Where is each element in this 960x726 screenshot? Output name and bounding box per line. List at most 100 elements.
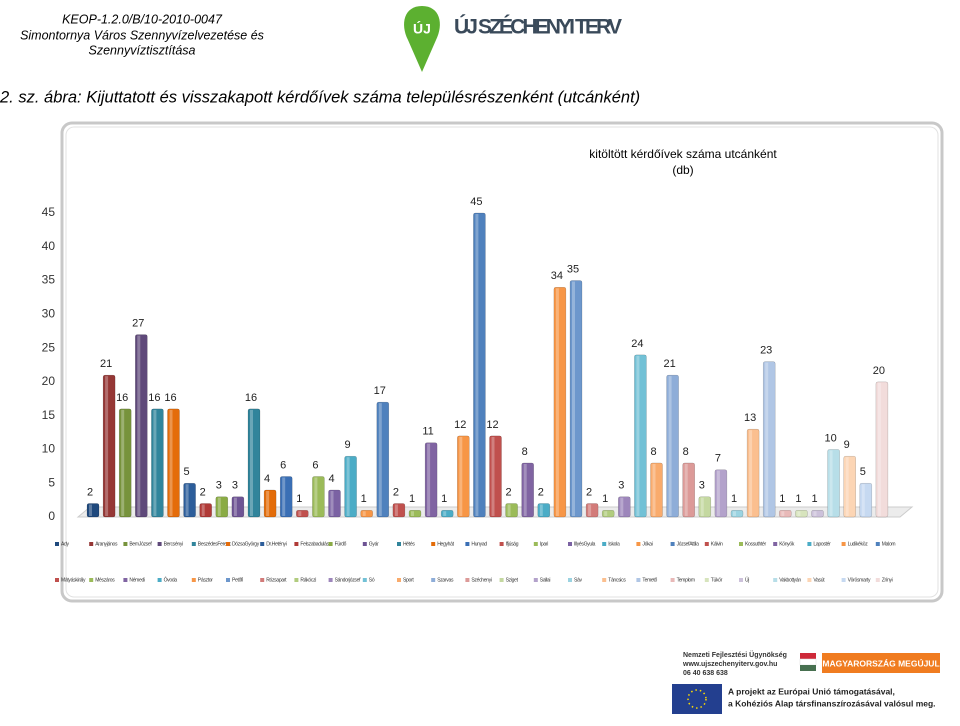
value-label: 20 xyxy=(873,365,885,377)
bar xyxy=(376,401,390,518)
y-tick-label: 10 xyxy=(42,442,56,456)
legend-label: Óvoda xyxy=(164,576,178,583)
value-label: 3 xyxy=(232,480,238,492)
legend-swatch xyxy=(294,542,299,546)
bar xyxy=(827,449,840,518)
value-label: 2 xyxy=(87,486,93,498)
bar-shine xyxy=(201,504,205,516)
value-label: 12 xyxy=(454,419,466,431)
value-label: 1 xyxy=(731,493,737,505)
bar-shine xyxy=(443,511,447,516)
value-label: 3 xyxy=(699,480,705,492)
bar-shine xyxy=(507,504,511,516)
value-label: 2 xyxy=(586,486,592,498)
legend-label: JózsefAttila xyxy=(677,541,699,547)
legend-label: Iskola xyxy=(608,541,620,547)
legend-label: Malom xyxy=(882,541,896,547)
y-tick-label: 30 xyxy=(42,307,56,321)
bar xyxy=(601,509,615,518)
value-label: 5 xyxy=(184,466,190,478)
value-label: 2 xyxy=(200,486,206,498)
bar-shine xyxy=(620,497,624,516)
bar-shine xyxy=(475,214,479,516)
bar xyxy=(151,408,164,518)
legend-label: Sáv xyxy=(574,577,583,583)
eu-flag xyxy=(672,684,722,714)
legend-label: Új xyxy=(745,576,749,583)
value-label: 3 xyxy=(618,480,624,492)
value-label: 34 xyxy=(551,270,563,282)
bar-shine xyxy=(765,362,769,516)
bar xyxy=(505,503,518,518)
bar-shine xyxy=(652,463,656,516)
footer-line: a Kohéziós Alap társfinanszírozásával va… xyxy=(728,698,936,708)
bar xyxy=(167,408,180,518)
bar-shine xyxy=(555,288,559,516)
legend-swatch xyxy=(123,542,128,546)
bar xyxy=(86,503,100,518)
legend-swatch xyxy=(465,578,470,582)
bar xyxy=(360,509,373,518)
value-label: 1 xyxy=(441,493,447,505)
bar-shine xyxy=(733,511,736,516)
legend-swatch xyxy=(328,578,333,582)
bar xyxy=(408,509,422,518)
legend-label: Sport xyxy=(403,577,414,583)
eu-stars xyxy=(687,689,707,709)
bar-shine xyxy=(539,504,543,516)
bar xyxy=(682,462,695,518)
bar xyxy=(795,509,808,518)
bar-shine xyxy=(459,436,463,516)
value-label: 1 xyxy=(811,493,817,505)
legend-swatch xyxy=(739,578,743,582)
bar xyxy=(859,482,873,518)
bar-shine xyxy=(684,463,688,516)
bar xyxy=(279,476,293,518)
legend-swatch xyxy=(123,578,128,582)
value-label: 16 xyxy=(245,392,257,404)
bar-shine xyxy=(861,484,865,516)
logo-mark: ÚJ xyxy=(413,20,431,37)
url: www.ujszechenyiterv.gov.hu xyxy=(682,661,777,668)
legend-label: Táncsics xyxy=(608,577,626,583)
bar xyxy=(473,212,486,518)
bar-shine xyxy=(716,470,720,516)
bar-shine xyxy=(298,511,302,516)
legend-label: Ipari xyxy=(540,541,548,547)
value-label: 4 xyxy=(328,473,334,485)
bar xyxy=(118,408,132,518)
bar xyxy=(328,489,341,518)
legend-label: Hegyhát xyxy=(437,541,454,547)
bar xyxy=(811,509,824,518)
legend-label: Ifjúság xyxy=(506,541,519,547)
bar xyxy=(553,287,567,518)
agency: Nemzeti Fejlesztési Ügynökség xyxy=(683,650,787,659)
legend-swatch xyxy=(807,542,812,546)
legend-label: Ady xyxy=(61,541,70,547)
legend-swatch xyxy=(704,578,709,582)
legend-label: Kálvin xyxy=(711,541,723,547)
caption: 2. sz. ábra: Kijuttatott és visszakapott… xyxy=(0,88,640,106)
bar-shine xyxy=(233,497,237,516)
bar-shine xyxy=(378,403,382,516)
bar-shine xyxy=(845,457,849,516)
value-label: 13 xyxy=(744,412,756,424)
footer-line: A projekt az Európai Unió támogatásával, xyxy=(728,686,895,696)
value-label: 1 xyxy=(602,493,608,505)
value-label: 6 xyxy=(312,459,318,471)
bar xyxy=(650,462,663,518)
bar-shine xyxy=(89,504,92,516)
y-tick-label: 25 xyxy=(42,340,56,354)
bar xyxy=(875,381,889,518)
value-label: 7 xyxy=(715,453,721,465)
value-label: 8 xyxy=(683,446,689,458)
value-label: 9 xyxy=(844,439,850,451)
legend-label: Széchenyi xyxy=(471,577,492,583)
legend-swatch xyxy=(362,578,367,582)
value-label: 6 xyxy=(280,459,286,471)
legend-label: Vakbottyán xyxy=(779,577,801,583)
banner xyxy=(822,653,940,673)
legend-label: Rózsapart xyxy=(266,577,287,583)
legend-swatch xyxy=(739,542,743,546)
